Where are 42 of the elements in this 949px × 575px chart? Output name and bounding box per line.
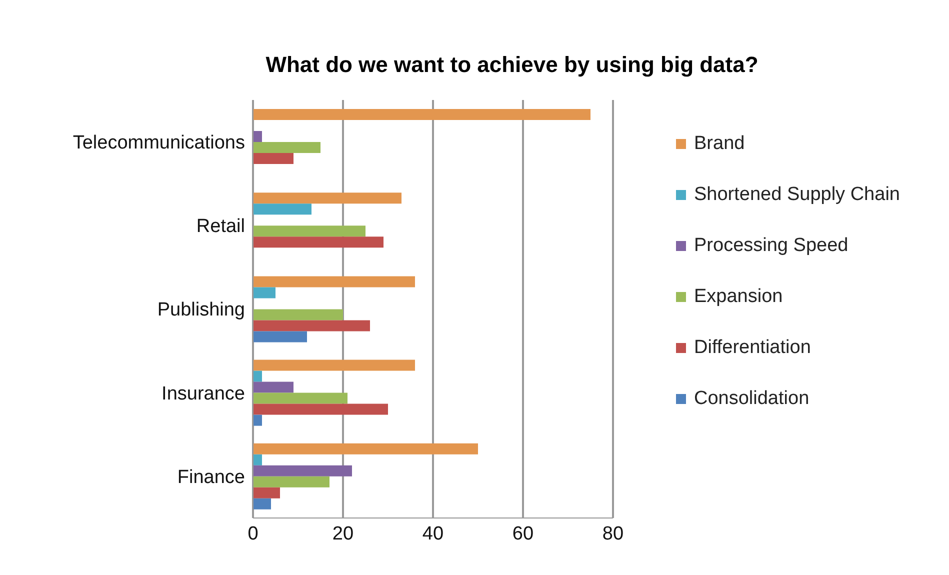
bar	[253, 276, 415, 288]
bar	[253, 309, 343, 320]
bar	[253, 404, 388, 415]
bar	[253, 320, 370, 332]
bar	[253, 131, 262, 142]
chart-title: What do we want to achieve by using big data?	[264, 52, 760, 78]
bar	[253, 331, 307, 342]
x-tick-label: 0	[248, 523, 258, 544]
legend-label: Brand	[694, 132, 745, 154]
y-tick-label: Telecommunications	[72, 132, 245, 154]
bar	[253, 153, 294, 164]
bar	[253, 109, 590, 120]
y-tick-label: Retail	[196, 216, 245, 238]
legend-label: Differentiation	[694, 336, 811, 358]
legend-label: Consolidation	[694, 388, 810, 410]
bar	[253, 226, 366, 237]
legend-label: Shortened Supply Chain	[694, 184, 900, 206]
y-tick-label: Insurance	[162, 383, 245, 404]
bar	[253, 465, 352, 476]
bar	[253, 382, 294, 393]
bar	[253, 454, 262, 466]
bar	[253, 287, 276, 298]
bar	[253, 414, 262, 426]
bar	[253, 192, 402, 204]
bar	[253, 392, 348, 404]
bar	[253, 142, 320, 153]
y-tick-label: Publishing	[157, 300, 245, 321]
bar	[253, 487, 280, 498]
x-tick-label: 60	[512, 523, 534, 544]
x-tick-label: 40	[422, 523, 444, 544]
x-tick-label: 20	[332, 523, 354, 544]
bar	[253, 360, 415, 371]
bar	[253, 236, 384, 248]
bar	[253, 476, 330, 488]
bar	[253, 204, 312, 215]
y-tick-label: Finance	[177, 466, 245, 488]
legend-label: Expansion	[694, 286, 783, 308]
legend-label: Processing Speed	[694, 234, 848, 256]
bar	[253, 443, 478, 454]
x-tick-label: 80	[602, 523, 624, 544]
bar	[253, 370, 262, 382]
bar	[253, 498, 271, 510]
